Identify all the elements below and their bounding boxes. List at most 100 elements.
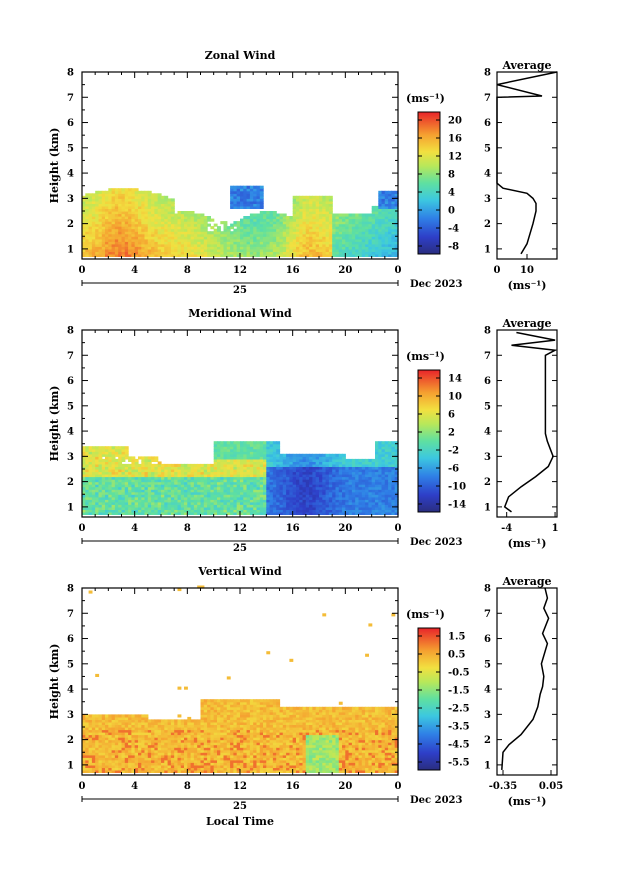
heatmap-cell bbox=[272, 479, 277, 483]
heatmap-cell bbox=[365, 218, 369, 222]
heatmap-cell bbox=[111, 732, 116, 736]
heatmap-cell bbox=[213, 231, 218, 235]
heatmap-cell bbox=[91, 253, 96, 257]
heatmap-cell bbox=[243, 241, 248, 245]
heatmap-cell bbox=[371, 216, 376, 220]
heatmap-cell bbox=[131, 491, 136, 495]
heatmap-cell bbox=[282, 469, 287, 473]
heatmap-cell bbox=[292, 246, 297, 250]
heatmap-cell bbox=[108, 226, 113, 230]
heatmap-cell bbox=[82, 216, 86, 220]
heatmap-cell bbox=[105, 193, 109, 197]
heatmap-cell bbox=[272, 463, 277, 467]
heatmap-cell bbox=[118, 489, 123, 493]
heatmap-cell bbox=[141, 246, 146, 250]
heatmap-cell bbox=[322, 474, 327, 478]
heatmap-cell bbox=[319, 198, 323, 202]
heatmap-cell bbox=[358, 248, 363, 252]
heatmap-cell bbox=[243, 190, 248, 194]
heatmap-cell bbox=[365, 466, 369, 470]
heatmap-cell bbox=[272, 241, 277, 245]
heatmap-cell bbox=[82, 716, 86, 720]
heatmap-cell bbox=[180, 226, 185, 230]
heatmap-cell bbox=[240, 246, 244, 250]
heatmap-cell bbox=[253, 198, 258, 202]
heatmap-cell bbox=[296, 231, 300, 235]
heatmap-cell bbox=[193, 466, 198, 470]
heatmap-cell bbox=[138, 198, 142, 202]
heatmap-cell bbox=[263, 509, 267, 513]
heatmap-cell bbox=[375, 208, 379, 212]
heatmap-cell bbox=[223, 474, 228, 478]
heatmap-cell bbox=[272, 511, 277, 515]
heatmap-cell bbox=[167, 200, 172, 204]
heatmap-cell bbox=[111, 213, 116, 217]
heatmap-cell bbox=[375, 253, 379, 257]
heatmap-cell bbox=[124, 238, 129, 242]
heatmap-cell bbox=[305, 489, 310, 493]
heatmap-cell bbox=[332, 496, 337, 500]
heatmap-cell bbox=[174, 496, 179, 500]
heatmap-cell bbox=[299, 251, 304, 255]
heatmap-cell bbox=[128, 491, 132, 495]
heatmap-cell bbox=[378, 203, 383, 207]
heatmap-cell bbox=[246, 448, 251, 452]
heatmap-cell bbox=[174, 476, 179, 480]
heatmap-cell bbox=[82, 727, 86, 731]
heatmap-cell bbox=[236, 248, 241, 252]
heatmap-cell bbox=[114, 496, 119, 500]
heatmap-cell bbox=[124, 456, 129, 460]
heatmap-cell bbox=[246, 491, 251, 495]
heatmap-cell bbox=[358, 506, 363, 510]
heatmap-cell bbox=[384, 190, 389, 194]
heatmap-cell bbox=[236, 200, 241, 204]
heatmap-cell bbox=[286, 474, 290, 478]
heatmap-cell bbox=[345, 469, 350, 473]
heatmap-cell bbox=[187, 511, 192, 515]
heatmap-cell bbox=[91, 489, 96, 493]
heatmap-cell bbox=[154, 489, 159, 493]
heatmap-cell bbox=[236, 233, 241, 237]
heatmap-cell bbox=[118, 474, 123, 478]
heatmap-cell bbox=[272, 466, 277, 470]
heatmap-cell bbox=[233, 463, 238, 467]
heatmap-cell bbox=[378, 221, 383, 225]
heatmap-cell bbox=[351, 474, 356, 478]
heatmap-cell bbox=[154, 216, 159, 220]
heatmap-cell bbox=[114, 211, 119, 215]
heatmap-cell bbox=[82, 451, 86, 455]
heatmap-cell bbox=[305, 466, 310, 470]
heatmap-cell bbox=[296, 211, 300, 215]
heatmap-cell bbox=[342, 231, 346, 235]
heatmap-cell bbox=[358, 491, 363, 495]
heatmap-cell bbox=[391, 193, 396, 197]
heatmap-cell bbox=[85, 195, 90, 199]
heatmap-cell bbox=[289, 226, 294, 230]
heatmap-cell bbox=[286, 253, 290, 257]
heatmap-cell bbox=[230, 185, 234, 189]
heatmap-cell bbox=[249, 443, 254, 447]
heatmap-cell bbox=[147, 238, 152, 242]
heatmap-cell bbox=[289, 489, 294, 493]
heatmap-cell bbox=[338, 496, 343, 500]
heatmap-cell bbox=[292, 228, 297, 232]
heatmap-cell bbox=[368, 466, 373, 470]
heatmap-cell bbox=[335, 466, 340, 470]
heatmap-cell bbox=[348, 218, 353, 222]
heatmap-cell bbox=[289, 253, 294, 257]
heatmap-cell bbox=[118, 458, 123, 462]
heatmap-cell bbox=[151, 221, 155, 225]
heatmap-cell bbox=[147, 253, 152, 257]
heatmap-cell bbox=[157, 198, 162, 202]
heatmap-cell bbox=[121, 221, 126, 225]
heatmap-cell bbox=[365, 226, 369, 230]
heatmap-cell bbox=[151, 211, 155, 215]
heatmap-cell bbox=[263, 458, 267, 462]
heatmap-cell bbox=[85, 453, 90, 457]
heatmap-cell bbox=[296, 216, 300, 220]
heatmap-cell bbox=[322, 479, 327, 483]
heatmap-cell bbox=[187, 241, 192, 245]
heatmap-cell bbox=[253, 456, 258, 460]
heatmap-cell bbox=[161, 506, 165, 510]
heatmap-cell bbox=[138, 193, 142, 197]
